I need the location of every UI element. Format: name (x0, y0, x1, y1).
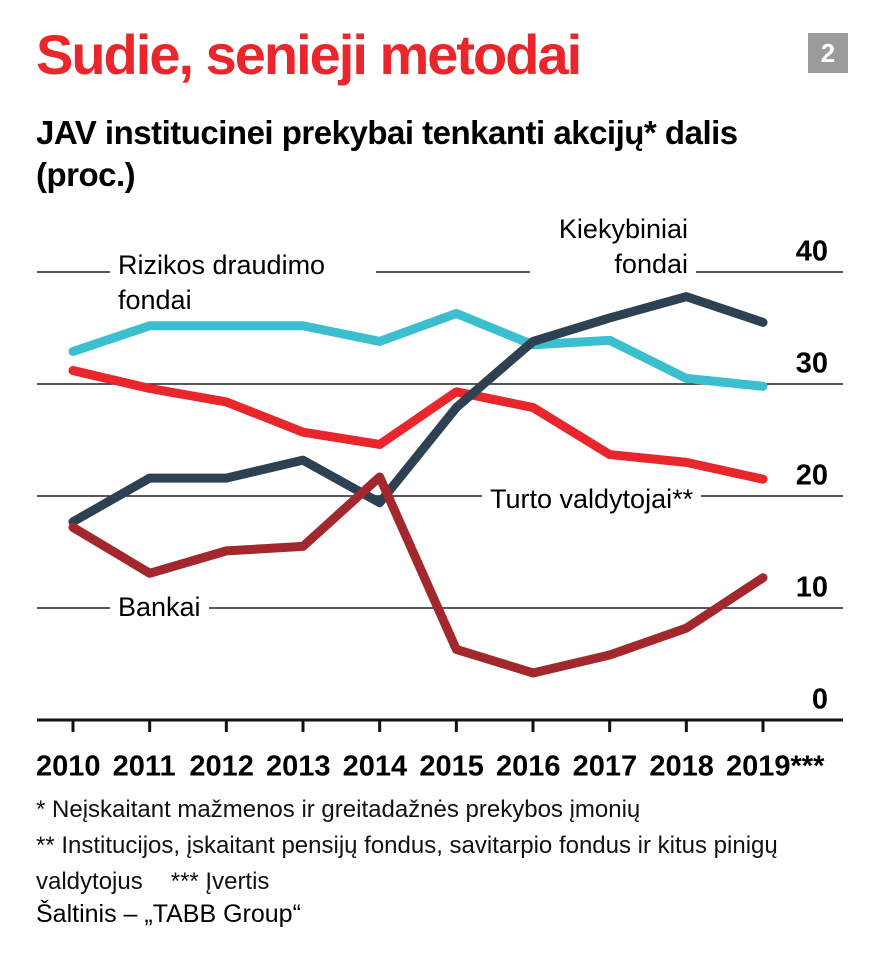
y-tick-label: 10 (796, 572, 828, 604)
series-label: Bankai (110, 590, 209, 625)
note: * Neįskaitant mažmenos ir greitadažnės p… (36, 796, 641, 823)
series-label: Turto valdytojai** (482, 482, 702, 517)
x-tick-label: 2017 (573, 751, 638, 783)
notes: * Neįskaitant mažmenos ir greitadažnės p… (36, 792, 816, 900)
note: *** Įvertis (170, 868, 270, 895)
x-tick-label: 2010 (36, 751, 101, 783)
title: Sudie, senieji metodai (36, 23, 582, 86)
x-tick-label: 2016 (496, 751, 561, 783)
series-line (68, 308, 768, 391)
subtitle: JAV institucinei prekybai tenkanti akcij… (36, 114, 738, 193)
x-tick-label: 2019*** (726, 751, 825, 783)
series-line (68, 472, 768, 678)
series-line (68, 366, 768, 484)
x-tick-label: 2015 (419, 751, 484, 783)
y-tick-label: 0 (812, 684, 828, 716)
y-tick-label: 30 (796, 348, 828, 380)
x-tick-label: 2013 (266, 751, 331, 783)
x-tick-label: 2018 (649, 751, 714, 783)
source: Šaltinis – „TABB Group“ (36, 900, 301, 928)
x-tick-label: 2011 (113, 751, 176, 783)
y-tick-label: 20 (796, 460, 828, 492)
x-tick-label: 2014 (343, 751, 408, 783)
series-label: Rizikos draudimo fondai (110, 248, 376, 318)
y-tick-label: 40 (796, 236, 828, 268)
series-line (68, 292, 768, 527)
note: ** Institucijos, įskaitant pensijų fondu… (36, 832, 778, 895)
badge: 2 (808, 33, 848, 73)
x-tick-label: 2012 (189, 751, 254, 783)
series-label: Kiekybiniai fondai (530, 212, 696, 282)
